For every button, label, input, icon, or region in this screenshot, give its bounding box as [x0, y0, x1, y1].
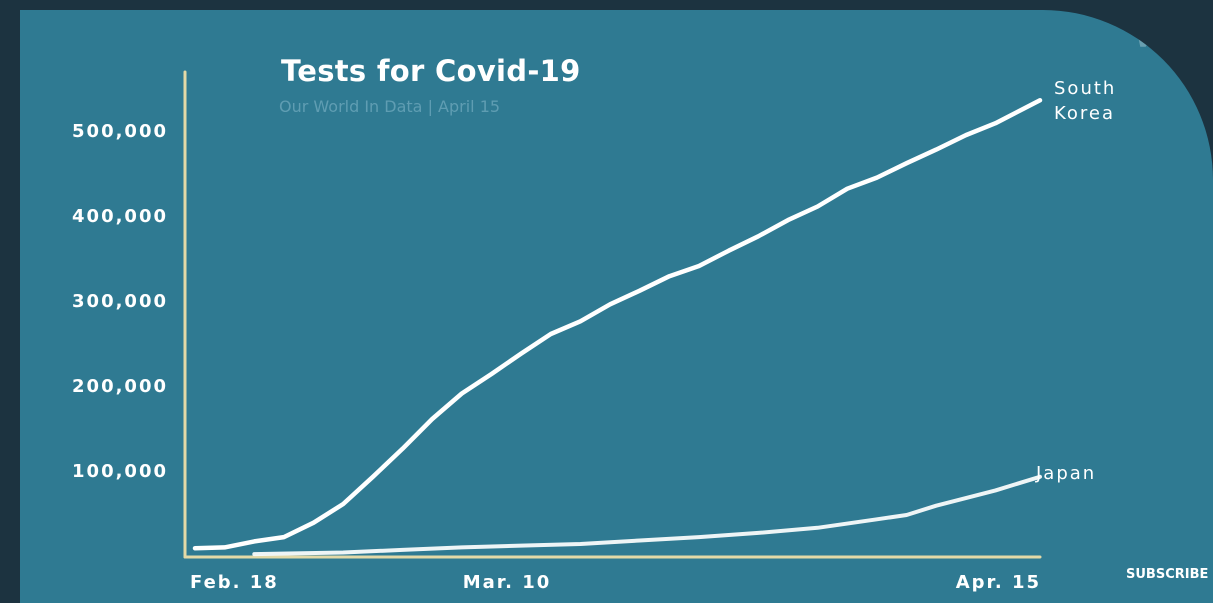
y-tick-label: 100,000 — [72, 461, 168, 482]
y-tick-label: 400,000 — [72, 206, 168, 227]
chart-title: Tests for Covid-19 — [281, 54, 581, 88]
x-tick-label: Feb. 18 — [190, 572, 279, 593]
x-tick-label: Apr. 15 — [956, 572, 1041, 593]
series-label: Japan — [1035, 463, 1096, 484]
subscribe-button[interactable]: SUBSCRIBE — [1126, 567, 1209, 582]
y-tick-label: 200,000 — [72, 376, 168, 397]
vox-logo: Vox — [1128, 10, 1213, 58]
series-label: South Korea — [1054, 78, 1116, 124]
x-tick-label: Mar. 10 — [463, 572, 552, 593]
y-tick-label: 500,000 — [72, 121, 168, 142]
series-line-japan — [252, 474, 1042, 557]
y-tick-label: 300,000 — [72, 291, 168, 312]
chart-panel: 100,000 200,000 300,000 400,000 500,000 Feb. … — [20, 10, 1213, 603]
chart-subtitle: Our World In Data | April 15 — [279, 97, 501, 116]
line-chart: 100,000 200,000 300,000 400,000 500,000 Feb. … — [72, 70, 1116, 593]
series-line-south-korea — [192, 98, 1043, 551]
